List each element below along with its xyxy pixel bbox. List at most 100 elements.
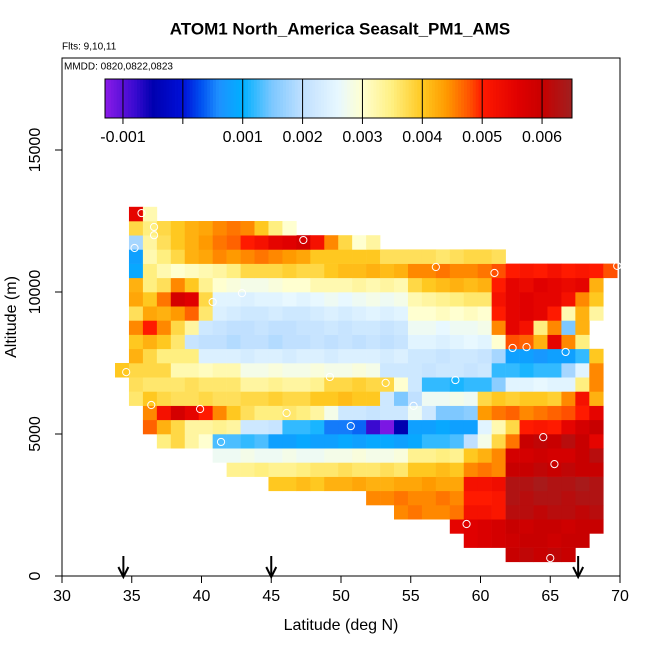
heatmap-cell [366,476,381,492]
heatmap-cell [352,391,367,406]
heatmap-cell [505,547,520,563]
heatmap-cell [240,334,255,350]
colorbar-segment [198,79,202,118]
heatmap-cell [407,490,423,506]
colorbar-tick-label: 0.002 [283,129,323,146]
heatmap-cell [282,419,297,435]
heatmap-cell [575,391,590,406]
heatmap-cell [477,277,492,293]
heatmap-cell [310,419,325,435]
heatmap-cell [491,363,506,378]
arrow [117,556,130,580]
colorbar-segment [166,79,170,118]
heatmap-cell [519,419,534,435]
heatmap-cell [324,249,339,264]
heatmap-cell [170,363,186,378]
heatmap-cell [198,221,213,236]
heatmap-cell [505,363,520,378]
heatmap-cell [421,320,437,335]
heatmap-cell [380,334,395,350]
heatmap-cell [268,292,283,307]
heatmap-cell [240,263,255,279]
heatmap-cell [366,490,381,506]
heatmap-cell [394,292,409,307]
heatmap-cell [366,377,381,392]
heatmap-cell [421,434,437,449]
heatmap-cell [338,292,353,307]
colorbar-segment [113,79,118,118]
heatmap-cell [533,476,548,492]
heatmap-cell [449,348,465,364]
heatmap-cell [338,419,353,435]
heatmap-cell [547,462,562,477]
heatmap-cell [589,363,604,378]
heatmap-cell [352,405,367,421]
heatmap-cell [282,292,297,307]
colorbar-segment [376,79,380,118]
colorbar-segment [461,79,465,118]
sample-point [208,297,217,307]
heatmap-cell [310,377,325,392]
colorbar-segment [338,79,342,118]
heatmap-cell [394,277,409,293]
heatmap-cell [352,348,367,364]
heatmap-cell [491,505,506,520]
heatmap-cell [491,391,506,406]
colorbar-tick-label: -0.001 [100,129,145,146]
heatmap-cell [268,334,283,350]
heatmap-cell [184,292,200,307]
heatmap-cell [184,434,200,449]
heatmap-cell [226,363,241,378]
heatmap-cell [505,306,520,321]
heatmap-cell [282,320,297,335]
colorbar-segment [423,79,427,118]
heatmap-cell [435,306,451,321]
arrow-head [117,566,130,580]
heatmap-cell [547,533,562,548]
colorbar-segment [154,79,158,118]
heatmap-cell [366,292,381,307]
heatmap-cell [491,419,506,435]
heatmap-cell [352,292,367,307]
colorbar-segment [385,79,389,118]
colorbar-segment [531,79,535,118]
heatmap-cell [184,334,200,350]
heatmap-cell [463,419,479,435]
heatmap-cell [561,292,576,307]
heatmap-cell [435,490,451,506]
heatmap-cell [380,462,395,477]
heatmap-cell [380,434,395,449]
heatmap-cell [449,462,465,477]
heatmap-cell [407,263,423,279]
heatmap-cell [435,462,451,477]
colorbar-segment [513,79,517,118]
colorbar-segment [175,79,179,118]
heatmap-cell [547,377,562,392]
heatmap-cell [477,320,492,335]
heatmap-cell [463,377,479,392]
heatmap-cell [128,221,144,236]
heatmap-cell [282,306,297,321]
heatmap-cell [407,505,423,520]
sample-point [237,289,247,298]
colorbar-segment [242,79,246,118]
colorbar-segment [186,79,191,118]
heatmap-cell [519,519,534,534]
heatmap-cell [519,505,534,520]
heatmap-cell [366,448,381,463]
colorbar-segment [283,79,287,118]
colorbar-segment [341,79,345,118]
colorbar-segment [107,79,112,118]
heatmap-cell [282,448,297,463]
heatmap-cell [282,235,297,250]
heatmap-cell [394,434,409,449]
heatmap-cell [254,377,269,392]
heatmap-cell [226,263,241,279]
heatmap-cell [198,405,213,421]
heatmap-cell [589,462,604,477]
heatmap-cell [366,263,381,279]
heatmap-cell [491,519,506,534]
colorbar-segment [151,79,156,118]
colorbar-segment [169,79,173,118]
heatmap-cell [394,348,409,364]
